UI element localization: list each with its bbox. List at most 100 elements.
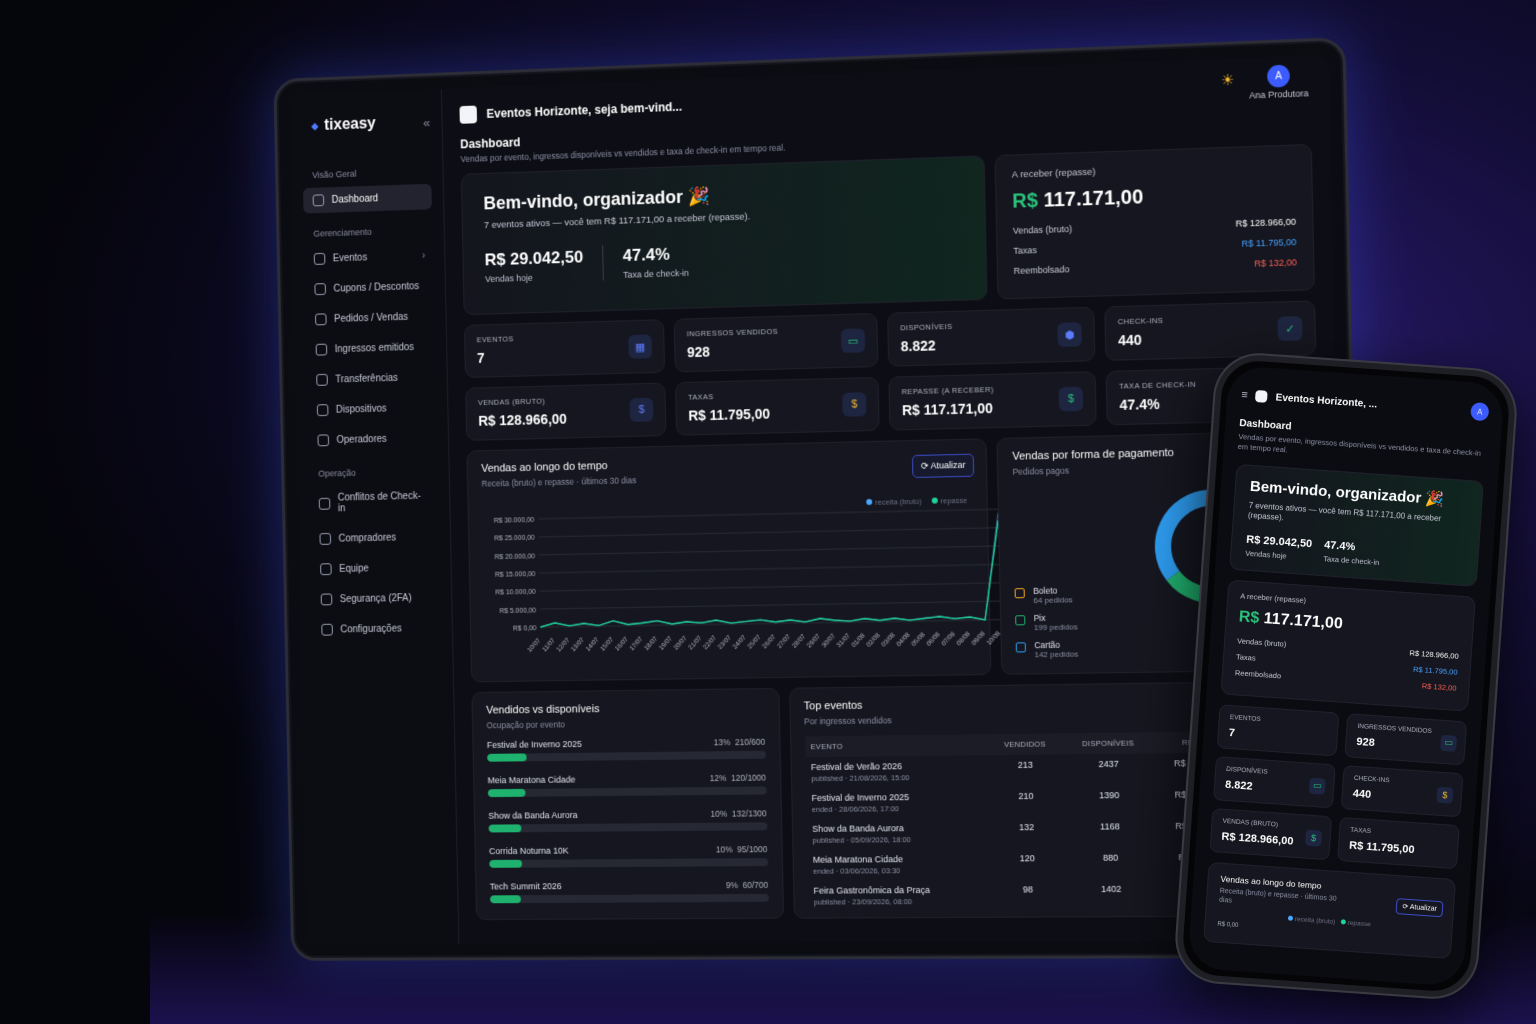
receber-amount: R$ 117.171,00 (1012, 181, 1296, 214)
checkin-rate-label: Taxa de check-in (623, 268, 689, 280)
sidebar-item-label: Ingressos emitidos (335, 342, 415, 355)
payment-count: 199 pedidos (1034, 622, 1078, 632)
brand-icon: ◆ (311, 121, 319, 132)
stat-label: REPASSE (A RECEBER) (902, 383, 1083, 397)
sidebar-item-conflitos-de-check-in[interactable]: Conflitos de Check-in (309, 484, 438, 522)
gear-icon (321, 624, 333, 636)
x-tick-label: 08/08 (955, 630, 972, 647)
phone-stat-card: EVENTOS 7 (1217, 704, 1340, 756)
x-tick-label: 07/08 (940, 631, 957, 648)
x-tick-label: 29/07 (806, 633, 822, 650)
receber-row-value: R$ 11.795,00 (1242, 237, 1297, 249)
phone-sales-today: R$ 29.042,50 (1246, 534, 1313, 551)
x-tick-label: 05/08 (910, 631, 927, 648)
payment-legend-item: Boleto 64 pedidos (1015, 585, 1077, 605)
sold-cell: 210 (988, 786, 1065, 818)
x-tick-label: 23/07 (717, 634, 733, 651)
sidebar-item-configura-es[interactable]: Configurações (312, 615, 441, 643)
dollar-icon: $ (1059, 387, 1084, 412)
progress-fill (488, 789, 526, 797)
x-tick-label: 14/07 (585, 636, 601, 653)
x-tick-label: 13/07 (570, 636, 586, 653)
receber-row: Taxas R$ 11.795,00 (1013, 237, 1296, 256)
occupancy-value: 10% 95/1000 (716, 844, 768, 854)
phone-stat-card: VENDAS (BRUTO) R$ 128.966,00 $ (1209, 808, 1332, 860)
gridline (540, 583, 1000, 591)
sidebar-item-equipe[interactable]: Equipe (310, 554, 439, 582)
progress-track (489, 858, 768, 868)
collapse-sidebar-icon[interactable]: « (423, 115, 430, 130)
progress-fill (487, 753, 527, 761)
stat-label: TAXAS (688, 388, 866, 402)
receber-row-value: R$ 128.966,00 (1235, 217, 1296, 229)
sidebar-item-cupons-descontos[interactable]: Cupons / Descontos (305, 273, 434, 302)
sidebar-item-ingressos-emitidos[interactable]: Ingressos emitidos (306, 334, 435, 363)
dollar-icon: $ (1305, 829, 1322, 846)
nav-group-label: Visão Geral (312, 166, 431, 180)
sidebar-item-label: Cupons / Descontos (333, 281, 419, 294)
y-tick-label: R$ 30.000,00 (494, 517, 535, 525)
sold-cell: 120 (989, 848, 1066, 880)
device-icon (317, 404, 329, 416)
receber-row-label: Vendas (bruto) (1013, 224, 1073, 236)
theme-toggle-sun-icon[interactable]: ☀ (1221, 71, 1235, 90)
legend-swatch (1016, 615, 1026, 625)
x-tick-label: 26/07 (761, 633, 777, 650)
x-tick-label: 06/08 (925, 631, 942, 648)
series-line-receita (538, 513, 1000, 627)
sales-chart-card: Vendas ao longo do tempo Receita (bruto)… (466, 438, 991, 682)
column-header[interactable]: DISPONÍVEIS (1063, 732, 1154, 754)
y-tick-label: R$ 20.000,00 (495, 553, 536, 561)
calendar-icon: ▦ (628, 334, 652, 358)
sidebar-item-seguran-a-2fa-[interactable]: Segurança (2FA) (311, 585, 440, 613)
x-tick-label: 20/07 (673, 635, 689, 652)
stat-card-repasse-a-receber-: REPASSE (A RECEBER) R$ 117.171,00 $ (888, 371, 1096, 430)
progress-track (489, 822, 767, 832)
payment-method: Boleto (1033, 585, 1073, 596)
y-tick-label: R$ 0,00 (513, 625, 537, 632)
y-tick-label: R$ 10.000,00 (495, 589, 536, 597)
greeting-title: Eventos Horizonte, seja bem-vind... (486, 100, 682, 121)
receber-row-label: Taxas (1013, 245, 1037, 256)
brand-logo[interactable]: ◆ tixeasy (302, 113, 431, 135)
x-tick-label: 24/07 (732, 634, 748, 651)
dollar-icon: $ (1436, 786, 1453, 803)
phone-refresh-button[interactable]: ⟳ Atualizar (1396, 898, 1444, 917)
sidebar-item-label: Pedidos / Vendas (334, 311, 408, 324)
sidebar-item-dashboard[interactable]: Dashboard (303, 184, 432, 214)
sales-today: R$ 29.042,50 Vendas hoje (484, 248, 583, 285)
event-name: Feira Gastronômica da Praça (813, 885, 984, 896)
x-tick-label: 10/07 (526, 637, 542, 654)
column-header[interactable]: EVENTO (804, 734, 987, 757)
x-tick-label: 25/07 (746, 634, 762, 651)
sidebar-item-label: Conflitos de Check-in (338, 491, 429, 514)
x-tick-label: 28/07 (791, 633, 807, 650)
y-tick-label: R$ 15.000,00 (495, 571, 536, 579)
sidebar-item-transfer-ncias[interactable]: Transferências (307, 364, 436, 393)
sidebar-item-pedidos-vendas[interactable]: Pedidos / Vendas (305, 303, 434, 332)
hamburger-menu-icon[interactable]: ≡ (1241, 389, 1248, 401)
sidebar-item-label: Equipe (339, 563, 369, 574)
event-meta: published · 21/08/2026, 15:00 (811, 772, 981, 783)
avatar[interactable]: A (1267, 65, 1290, 88)
column-header[interactable]: VENDIDOS (987, 733, 1064, 755)
team-icon (320, 563, 332, 575)
phone-screen: ≡ Eventos Horizonte, ... A Dashboard Ven… (1187, 365, 1504, 987)
payment-legend: Boleto 64 pedidos Pix 199 pedidos Cartão 142 … (1015, 577, 1079, 659)
progress-track (490, 894, 769, 903)
phone-receber-card: A receber (repasse) R$ 117.171,00 Vendas… (1220, 579, 1475, 711)
available-cell: 1390 (1064, 785, 1155, 817)
sidebar-item-compradores[interactable]: Compradores (310, 524, 439, 552)
refresh-button[interactable]: ⟳ Atualizar (912, 454, 975, 478)
sidebar-item-operadores[interactable]: Operadores (308, 425, 437, 454)
x-tick-label: 09/08 (971, 630, 988, 647)
sidebar-item-eventos[interactable]: Eventos › (304, 243, 433, 273)
available-cell: 880 (1065, 847, 1156, 879)
user-menu[interactable]: A Ana Produtora (1249, 64, 1309, 101)
avatar[interactable]: A (1470, 402, 1489, 421)
x-tick-label: 02/08 (865, 632, 882, 649)
event-name: Show da Banda Aurora (488, 810, 577, 821)
sidebar-item-dispositivos[interactable]: Dispositivos (307, 394, 436, 423)
operator-icon (317, 434, 329, 446)
x-tick-label: 03/08 (880, 631, 897, 648)
